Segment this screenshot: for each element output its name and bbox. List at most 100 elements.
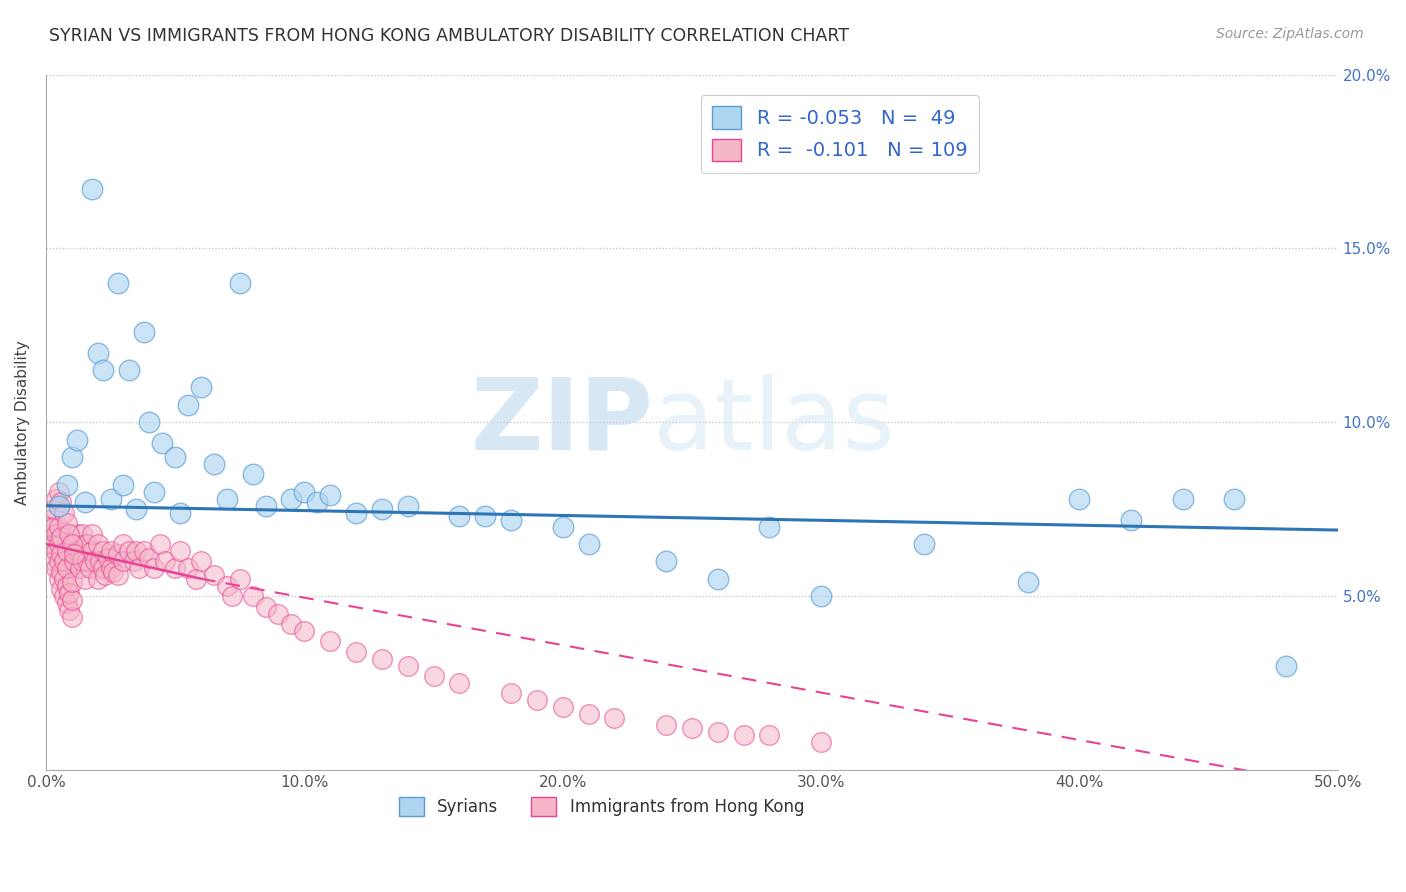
Point — [100, 491, 122, 506]
Point — [55, 516, 77, 530]
Point — [58, 585, 80, 599]
Point — [344, 506, 367, 520]
Point — [810, 589, 832, 603]
Point — [101, 565, 124, 579]
Point — [91, 363, 114, 377]
Point — [48, 537, 70, 551]
Point — [69, 561, 91, 575]
Point — [48, 484, 70, 499]
Point — [578, 707, 600, 722]
Point — [117, 363, 139, 377]
Point — [319, 634, 342, 648]
Point — [134, 544, 156, 558]
Point — [138, 415, 160, 429]
Point — [66, 433, 89, 447]
Point — [292, 484, 315, 499]
Point — [55, 596, 77, 610]
Point — [733, 728, 755, 742]
Point — [66, 526, 89, 541]
Text: ZIP: ZIP — [470, 374, 654, 471]
Point — [97, 550, 120, 565]
Point — [1069, 491, 1091, 506]
Point — [48, 572, 70, 586]
Text: SYRIAN VS IMMIGRANTS FROM HONG KONG AMBULATORY DISABILITY CORRELATION CHART: SYRIAN VS IMMIGRANTS FROM HONG KONG AMBU… — [49, 27, 849, 45]
Point — [94, 568, 117, 582]
Point — [143, 561, 166, 575]
Point — [86, 572, 108, 586]
Legend: Syrians, Immigrants from Hong Kong: Syrians, Immigrants from Hong Kong — [391, 789, 813, 824]
Point — [58, 526, 80, 541]
Point — [1223, 491, 1246, 506]
Point — [280, 491, 302, 506]
Point — [39, 519, 62, 533]
Point — [169, 544, 191, 558]
Point — [149, 537, 172, 551]
Point — [55, 561, 77, 575]
Point — [60, 610, 83, 624]
Point — [45, 561, 67, 575]
Point — [202, 457, 225, 471]
Point — [76, 554, 98, 568]
Point — [45, 526, 67, 541]
Point — [53, 589, 76, 603]
Point — [184, 572, 207, 586]
Point — [681, 721, 703, 735]
Point — [39, 537, 62, 551]
Point — [912, 537, 935, 551]
Point — [655, 554, 678, 568]
Point — [42, 554, 65, 568]
Text: Source: ZipAtlas.com: Source: ZipAtlas.com — [1216, 27, 1364, 41]
Point — [45, 491, 67, 506]
Point — [215, 579, 238, 593]
Point — [42, 537, 65, 551]
Point — [55, 478, 77, 492]
Point — [758, 519, 780, 533]
Point — [319, 488, 342, 502]
Point — [73, 495, 96, 509]
Point — [221, 589, 243, 603]
Point — [706, 572, 728, 586]
Point — [706, 724, 728, 739]
Point — [112, 478, 135, 492]
Point — [150, 436, 173, 450]
Point — [82, 544, 104, 558]
Point — [810, 735, 832, 749]
Point — [254, 599, 277, 614]
Point — [474, 509, 496, 524]
Point — [51, 548, 73, 562]
Point — [76, 537, 98, 551]
Point — [128, 561, 150, 575]
Point — [86, 345, 108, 359]
Point — [91, 544, 114, 558]
Point — [69, 544, 91, 558]
Point — [242, 467, 264, 482]
Point — [344, 645, 367, 659]
Point — [70, 554, 93, 568]
Point — [63, 537, 86, 551]
Point — [499, 513, 522, 527]
Point — [91, 561, 114, 575]
Point — [63, 548, 86, 562]
Point — [53, 506, 76, 520]
Point — [42, 519, 65, 533]
Point — [73, 572, 96, 586]
Point — [86, 537, 108, 551]
Point — [63, 554, 86, 568]
Point — [190, 380, 212, 394]
Point — [38, 526, 60, 541]
Point — [48, 554, 70, 568]
Point — [73, 537, 96, 551]
Point — [60, 450, 83, 464]
Point — [1017, 575, 1039, 590]
Point — [134, 325, 156, 339]
Point — [292, 624, 315, 638]
Point — [202, 568, 225, 582]
Point — [578, 537, 600, 551]
Point — [112, 554, 135, 568]
Point — [51, 530, 73, 544]
Point — [449, 509, 471, 524]
Point — [60, 592, 83, 607]
Point — [60, 537, 83, 551]
Point — [38, 513, 60, 527]
Point — [107, 548, 129, 562]
